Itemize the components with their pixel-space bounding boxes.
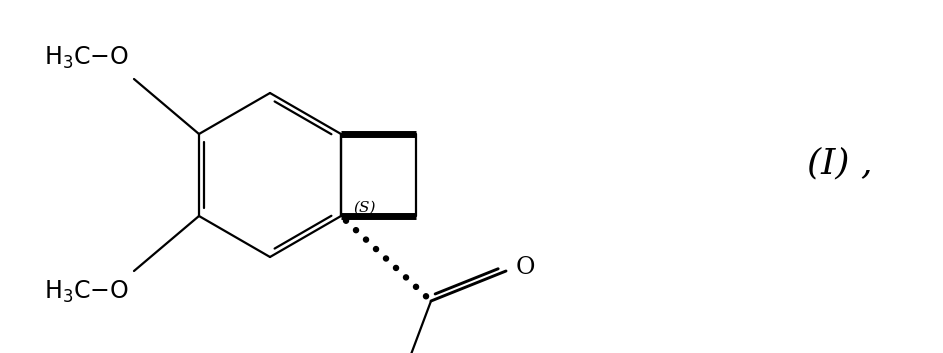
Text: O: O <box>516 256 536 279</box>
Text: $\mathrm{H_3C{-}O}$: $\mathrm{H_3C{-}O}$ <box>44 45 129 71</box>
Circle shape <box>343 218 349 223</box>
Circle shape <box>414 284 419 289</box>
Circle shape <box>384 256 389 261</box>
Circle shape <box>393 265 399 270</box>
Circle shape <box>354 228 358 233</box>
Circle shape <box>423 294 428 299</box>
Circle shape <box>363 237 369 242</box>
Circle shape <box>404 275 408 280</box>
Text: (S): (S) <box>353 201 375 215</box>
Circle shape <box>373 246 378 252</box>
Text: (I) ,: (I) , <box>807 146 873 180</box>
Text: $\mathrm{H_3C{-}O}$: $\mathrm{H_3C{-}O}$ <box>44 279 129 305</box>
